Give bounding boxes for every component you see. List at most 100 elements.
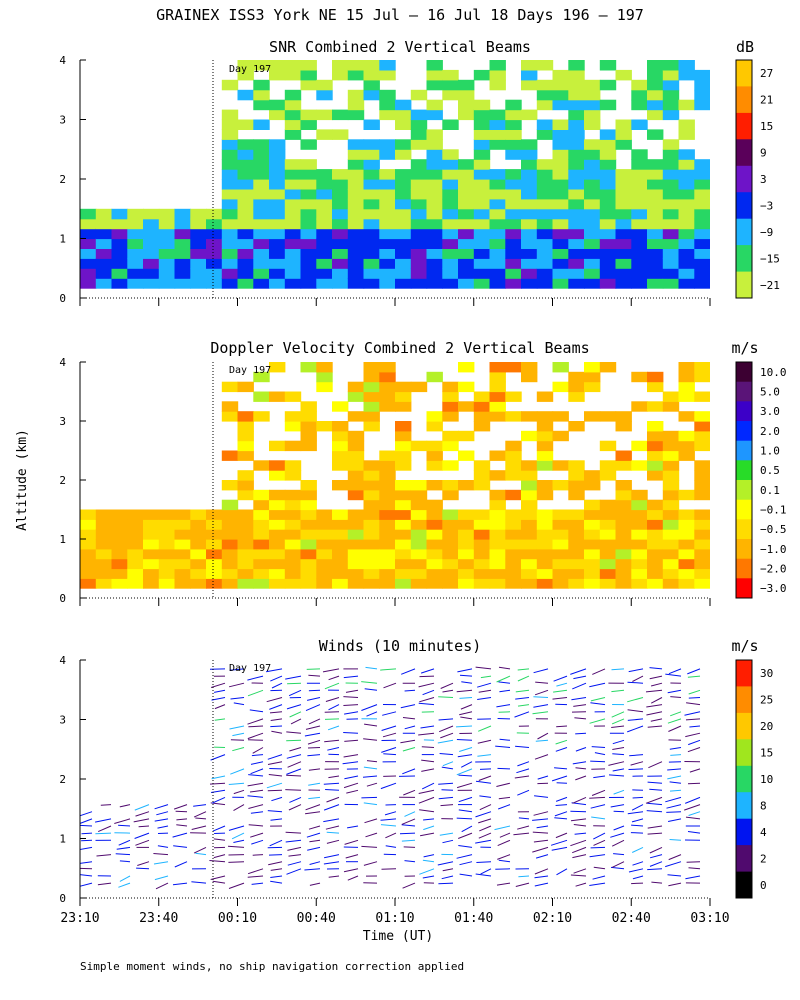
heatmap-cell bbox=[568, 238, 585, 249]
heatmap-cell bbox=[678, 258, 695, 269]
heatmap-cell bbox=[552, 89, 569, 101]
wind-barb bbox=[647, 725, 663, 728]
wind-barb bbox=[419, 697, 435, 703]
wind-barb bbox=[80, 824, 93, 827]
heatmap-cell bbox=[631, 489, 648, 501]
heatmap-cell bbox=[568, 79, 585, 91]
heatmap-cell bbox=[442, 539, 459, 550]
heatmap-cell bbox=[568, 179, 585, 190]
heatmap-cell bbox=[568, 149, 585, 160]
wind-barb bbox=[551, 775, 568, 782]
heatmap-cell bbox=[521, 169, 538, 180]
heatmap-cell bbox=[379, 268, 396, 279]
colorbar-swatch bbox=[736, 86, 752, 114]
heatmap-cell bbox=[568, 278, 585, 289]
wind-barb bbox=[247, 795, 264, 798]
heatmap-cell bbox=[158, 228, 176, 240]
wind-barb bbox=[647, 868, 663, 871]
wind-barb bbox=[518, 875, 530, 878]
colorbar-label: −9 bbox=[760, 226, 773, 239]
wind-barb bbox=[572, 761, 587, 765]
heatmap-cell bbox=[174, 228, 191, 240]
heatmap-cell bbox=[316, 578, 333, 589]
heatmap-cell bbox=[631, 149, 648, 160]
heatmap-cell bbox=[505, 99, 522, 111]
heatmap-cell bbox=[284, 489, 302, 501]
x-tick-label: 03:10 bbox=[690, 911, 729, 926]
heatmap-cell bbox=[662, 278, 680, 289]
heatmap-cell bbox=[442, 188, 459, 200]
wind-barb bbox=[534, 754, 549, 760]
wind-barb bbox=[266, 782, 283, 789]
heatmap-cell bbox=[442, 278, 459, 289]
wind-barb bbox=[174, 861, 188, 868]
heatmap-cell bbox=[536, 421, 554, 432]
heatmap-cell bbox=[505, 529, 522, 540]
heatmap-cell bbox=[458, 79, 475, 91]
heatmap-cell bbox=[473, 129, 491, 140]
wind-barb bbox=[612, 747, 625, 750]
heatmap-cell bbox=[237, 268, 254, 279]
heatmap-cell bbox=[174, 509, 191, 520]
wind-barb bbox=[421, 782, 435, 790]
heatmap-cell bbox=[694, 539, 710, 550]
heatmap-cell bbox=[347, 208, 365, 220]
heatmap-cell bbox=[568, 268, 585, 279]
heatmap-cell bbox=[379, 460, 396, 471]
heatmap-cell bbox=[269, 258, 286, 269]
wind-barb bbox=[499, 689, 511, 693]
heatmap-cell bbox=[174, 248, 191, 259]
heatmap-cell bbox=[410, 238, 428, 249]
heatmap-cell bbox=[410, 218, 428, 230]
wind-barb bbox=[419, 868, 435, 875]
wind-barb bbox=[344, 711, 359, 715]
heatmap-cell bbox=[647, 60, 664, 71]
heatmap-cell bbox=[221, 149, 239, 160]
heatmap-cell bbox=[568, 69, 585, 81]
wind-barb bbox=[649, 861, 663, 867]
wind-barb bbox=[364, 723, 378, 727]
heatmap-cell bbox=[253, 278, 270, 289]
heatmap-cell bbox=[284, 499, 302, 511]
wind-barb bbox=[324, 739, 340, 743]
wind-barb bbox=[306, 832, 321, 838]
wind-barb bbox=[266, 697, 283, 703]
heatmap-cell bbox=[221, 129, 239, 140]
wind-barb bbox=[687, 747, 701, 753]
heatmap-cell bbox=[80, 268, 97, 279]
heatmap-cell bbox=[206, 218, 223, 230]
heatmap-cell bbox=[584, 188, 601, 200]
heatmap-cell bbox=[284, 218, 302, 230]
heatmap-cell bbox=[647, 568, 664, 579]
heatmap-cell bbox=[521, 489, 538, 501]
heatmap-cell bbox=[584, 238, 601, 249]
heatmap-cell bbox=[300, 238, 317, 249]
heatmap-cell bbox=[284, 268, 302, 279]
heatmap-cell bbox=[332, 179, 349, 190]
heatmap-cell bbox=[237, 149, 254, 160]
heatmap-cell bbox=[599, 218, 617, 230]
heatmap-cell bbox=[80, 529, 97, 540]
heatmap-cell bbox=[95, 218, 113, 230]
heatmap-cell bbox=[647, 89, 664, 101]
heatmap-cell bbox=[269, 440, 286, 452]
wind-barb bbox=[214, 689, 226, 693]
colorbar-swatch bbox=[736, 271, 752, 299]
wind-barb bbox=[402, 747, 416, 752]
heatmap-cell bbox=[647, 159, 664, 170]
wind-barb bbox=[380, 824, 397, 827]
wind-barb bbox=[193, 811, 207, 818]
heatmap-cell bbox=[143, 529, 160, 540]
heatmap-cell bbox=[80, 548, 97, 560]
heatmap-cell bbox=[111, 568, 128, 579]
heatmap-cell bbox=[458, 578, 475, 589]
wind-barb bbox=[556, 725, 568, 728]
heatmap-cell bbox=[505, 391, 522, 402]
wind-barb bbox=[230, 768, 245, 775]
wind-barb bbox=[323, 861, 340, 865]
heatmap-cell bbox=[615, 238, 632, 249]
heatmap-cell bbox=[284, 258, 302, 269]
heatmap-cell bbox=[253, 238, 270, 249]
heatmap-cell bbox=[190, 539, 207, 550]
wind-barb bbox=[228, 882, 245, 889]
